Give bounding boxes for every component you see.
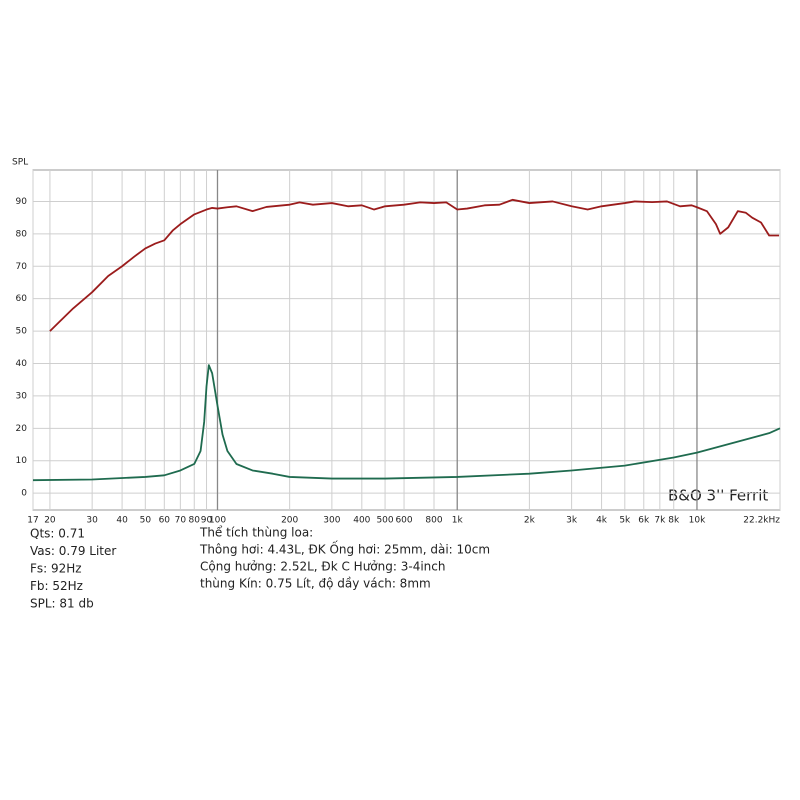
x-tick-label: 6k [638, 516, 650, 526]
x-tick-label: 10k [689, 516, 706, 526]
note: Thể tích thùng loa: [199, 526, 313, 540]
y-tick-label: 50 [16, 327, 28, 337]
x-tick-label: 22.2kHz [743, 516, 780, 526]
y-tick-label: 60 [16, 294, 28, 304]
x-tick-label: 600 [395, 516, 412, 526]
x-tick-label: 20 [44, 516, 56, 526]
x-tick-label: 80 [189, 516, 201, 526]
x-tick-label: 500 [376, 516, 393, 526]
y-tick-label: 40 [16, 359, 28, 369]
x-tick-label: 8k [668, 516, 680, 526]
x-tick-label: 4k [596, 516, 608, 526]
x-tick-label: 50 [140, 516, 152, 526]
y-tick-label: 30 [16, 391, 28, 401]
x-tick-label: 2k [524, 516, 536, 526]
x-tick-label: 200 [281, 516, 298, 526]
note: Fs: 92Hz [30, 562, 82, 576]
y-axis-label: SPL [12, 158, 28, 168]
x-tick-label: 70 [175, 516, 187, 526]
x-tick-label: 90 [201, 516, 213, 526]
x-tick-label: 30 [86, 516, 98, 526]
note: Thông hơi: 4.43L, ĐK Ống hơi: 25mm, dài:… [199, 541, 490, 557]
x-tick-label: 300 [323, 516, 340, 526]
x-tick-label: 40 [116, 516, 128, 526]
note: Qts: 0.71 [30, 527, 85, 541]
x-tick-label: 3k [566, 516, 578, 526]
note: Fb: 52Hz [30, 579, 83, 593]
x-tick-label: 60 [159, 516, 171, 526]
note: thùng Kín: 0.75 Lít, độ dầy vách: 8mm [200, 577, 431, 591]
x-tick-label: 100 [209, 516, 226, 526]
y-tick-label: 70 [16, 262, 28, 272]
plot-area [32, 169, 781, 511]
y-tick-label: 20 [16, 424, 28, 434]
x-tick-label: 800 [425, 516, 442, 526]
note: Cộng hưởng: 2.52L, Đk C Hưởng: 3-4inch [200, 560, 445, 574]
x-tick-label: 17 [27, 516, 38, 526]
y-tick-label: 90 [16, 197, 28, 207]
x-tick-label: 1k [452, 516, 464, 526]
note: SPL: 81 db [30, 597, 94, 611]
x-tick-label: 5k [619, 516, 631, 526]
note: Vas: 0.79 Liter [30, 544, 116, 558]
annotation: B&O 3'' Ferrit [668, 487, 768, 505]
y-tick-label: 0 [21, 489, 27, 499]
y-tick-label: 80 [16, 229, 28, 239]
y-tick-label: 10 [16, 456, 28, 466]
x-tick-label: 400 [353, 516, 370, 526]
data-line [32, 364, 781, 482]
data-line [49, 198, 780, 332]
x-tick-label: 7k [654, 516, 666, 526]
